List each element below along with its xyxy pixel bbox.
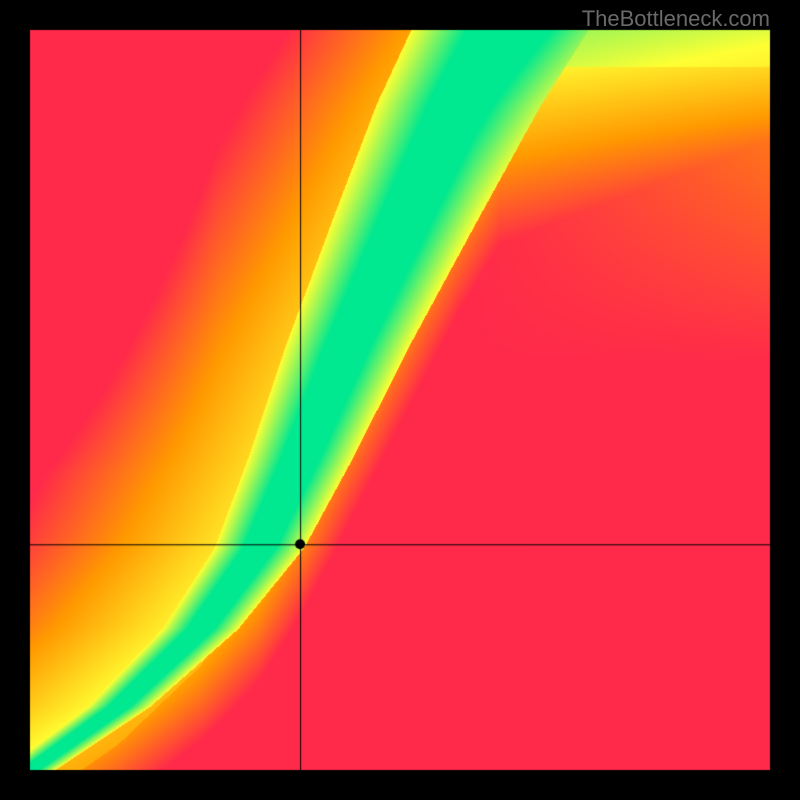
chart-container: TheBottleneck.com	[0, 0, 800, 800]
heatmap-canvas	[0, 0, 800, 800]
watermark-text: TheBottleneck.com	[582, 6, 770, 32]
